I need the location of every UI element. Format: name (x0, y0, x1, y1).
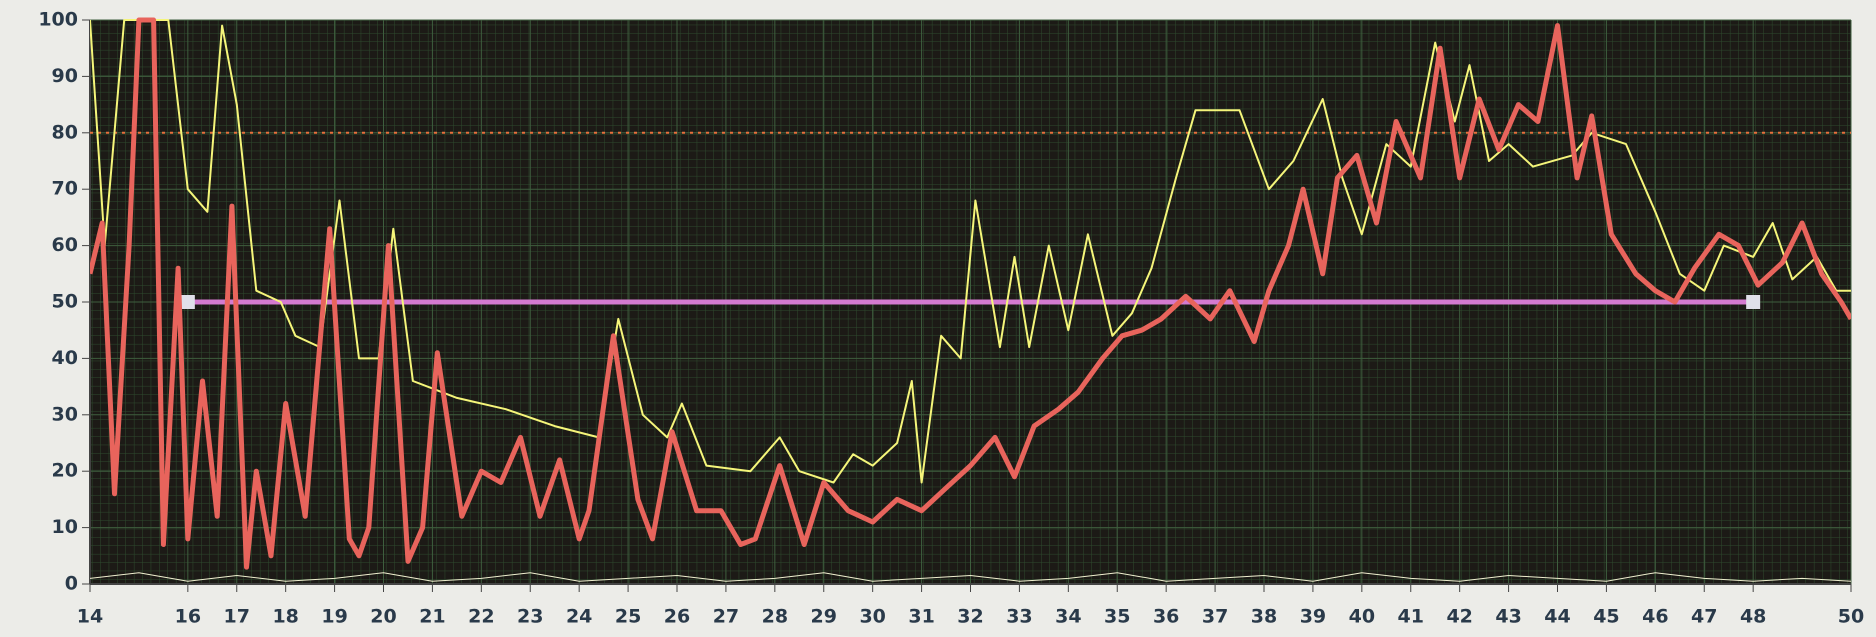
y-tick-label: 20 (52, 460, 78, 482)
x-tick-label: 29 (811, 606, 837, 628)
x-tick-label: 16 (175, 606, 201, 628)
x-tick-label: 28 (762, 606, 788, 628)
x-tick-label: 50 (1838, 606, 1864, 628)
reference-handle (180, 295, 195, 309)
y-tick-label: 90 (52, 65, 78, 87)
y-tick-label: 100 (38, 9, 78, 31)
x-tick-label: 14 (77, 606, 103, 628)
x-tick-label: 20 (370, 606, 396, 628)
x-tick-label: 32 (957, 606, 983, 628)
x-tick-label: 41 (1398, 606, 1424, 628)
x-tick-label: 45 (1593, 606, 1619, 628)
x-tick-label: 43 (1495, 606, 1521, 628)
y-tick-label: 60 (52, 234, 78, 256)
y-tick-label: 70 (52, 178, 78, 200)
x-tick-label: 23 (517, 606, 543, 628)
y-tick-label: 0 (65, 573, 78, 595)
y-tick-label: 40 (52, 347, 78, 369)
x-tick-label: 21 (419, 606, 445, 628)
y-tick-label: 10 (52, 516, 78, 538)
y-tick-label: 30 (52, 403, 78, 425)
x-tick-label: 44 (1544, 606, 1570, 628)
reference-handle (1746, 295, 1761, 309)
x-tick-label: 27 (713, 606, 739, 628)
x-tick-label: 25 (615, 606, 641, 628)
x-tick-label: 30 (859, 606, 885, 628)
x-tick-label: 17 (224, 606, 250, 628)
x-tick-label: 46 (1642, 606, 1668, 628)
series-line (90, 19, 1851, 484)
x-tick-label: 42 (1446, 606, 1472, 628)
x-tick-label: 22 (468, 606, 494, 628)
x-tick-label: 38 (1251, 606, 1277, 628)
x-tick-label: 33 (1006, 606, 1032, 628)
x-tick-label: 35 (1104, 606, 1130, 628)
x-tick-label: 26 (664, 606, 690, 628)
x-tick-label: 19 (321, 606, 347, 628)
x-tick-label: 40 (1349, 606, 1375, 628)
x-tick-label: 39 (1300, 606, 1326, 628)
series-line (90, 17, 1851, 570)
x-tick-label: 24 (566, 606, 592, 628)
y-tick-label: 80 (52, 121, 78, 143)
x-tick-label: 18 (272, 606, 298, 628)
x-tick-label: 47 (1691, 606, 1717, 628)
y-tick-label: 50 (52, 291, 78, 313)
x-tick-label: 48 (1740, 606, 1766, 628)
series-line (90, 572, 1851, 582)
x-tick-label: 31 (908, 606, 934, 628)
x-tick-label: 34 (1055, 606, 1081, 628)
x-tick-label: 36 (1153, 606, 1179, 628)
x-tick-label: 37 (1202, 606, 1228, 628)
